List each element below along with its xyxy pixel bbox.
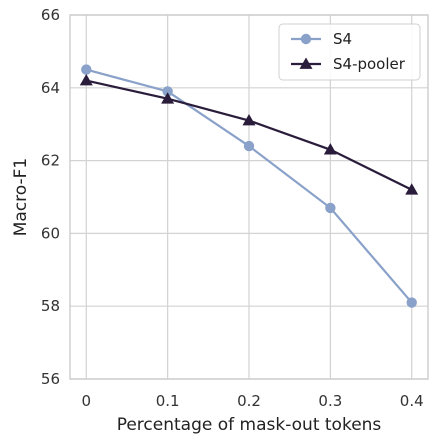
tick-labels: 56 58 60 62 64 66 0 0.1 0.2 0.3 0.4 xyxy=(41,6,424,410)
x-tick-label: 0.3 xyxy=(318,392,342,410)
data-point xyxy=(323,143,337,155)
y-axis-label: Macro-F1 xyxy=(11,158,31,237)
data-point xyxy=(243,140,255,152)
y-tick-label: 60 xyxy=(41,224,60,242)
plot-frame xyxy=(69,14,429,380)
legend-marker xyxy=(299,57,313,69)
data-point xyxy=(405,183,419,195)
x-tick-label: 0.4 xyxy=(400,392,424,410)
y-tick-label: 66 xyxy=(41,6,60,24)
legend-item: S4-pooler xyxy=(291,55,406,73)
x-tick-label: 0.1 xyxy=(156,392,180,410)
y-tick-label: 64 xyxy=(41,79,60,97)
series-1 xyxy=(81,64,417,308)
x-tick-label: 0.2 xyxy=(237,392,261,410)
legend: S4 S4-pooler xyxy=(278,23,421,81)
y-tick-label: 56 xyxy=(41,370,60,388)
series-group xyxy=(79,64,419,308)
data-point xyxy=(161,92,175,104)
legend-label: S4 xyxy=(333,30,352,48)
legend-label: S4-pooler xyxy=(333,55,406,73)
data-point xyxy=(242,114,256,126)
y-tick-label: 58 xyxy=(41,297,60,315)
data-point xyxy=(406,297,417,308)
x-tick-label: 0 xyxy=(81,392,91,410)
data-point xyxy=(325,202,336,214)
series-2 xyxy=(79,74,419,195)
y-tick-label: 62 xyxy=(41,152,60,170)
data-point xyxy=(162,86,173,97)
x-axis-label: Percentage of mask-out tokens xyxy=(117,415,382,435)
data-point xyxy=(79,74,93,86)
data-point xyxy=(81,64,92,75)
legend-item: S4 xyxy=(291,30,352,48)
legend-marker xyxy=(300,33,312,45)
